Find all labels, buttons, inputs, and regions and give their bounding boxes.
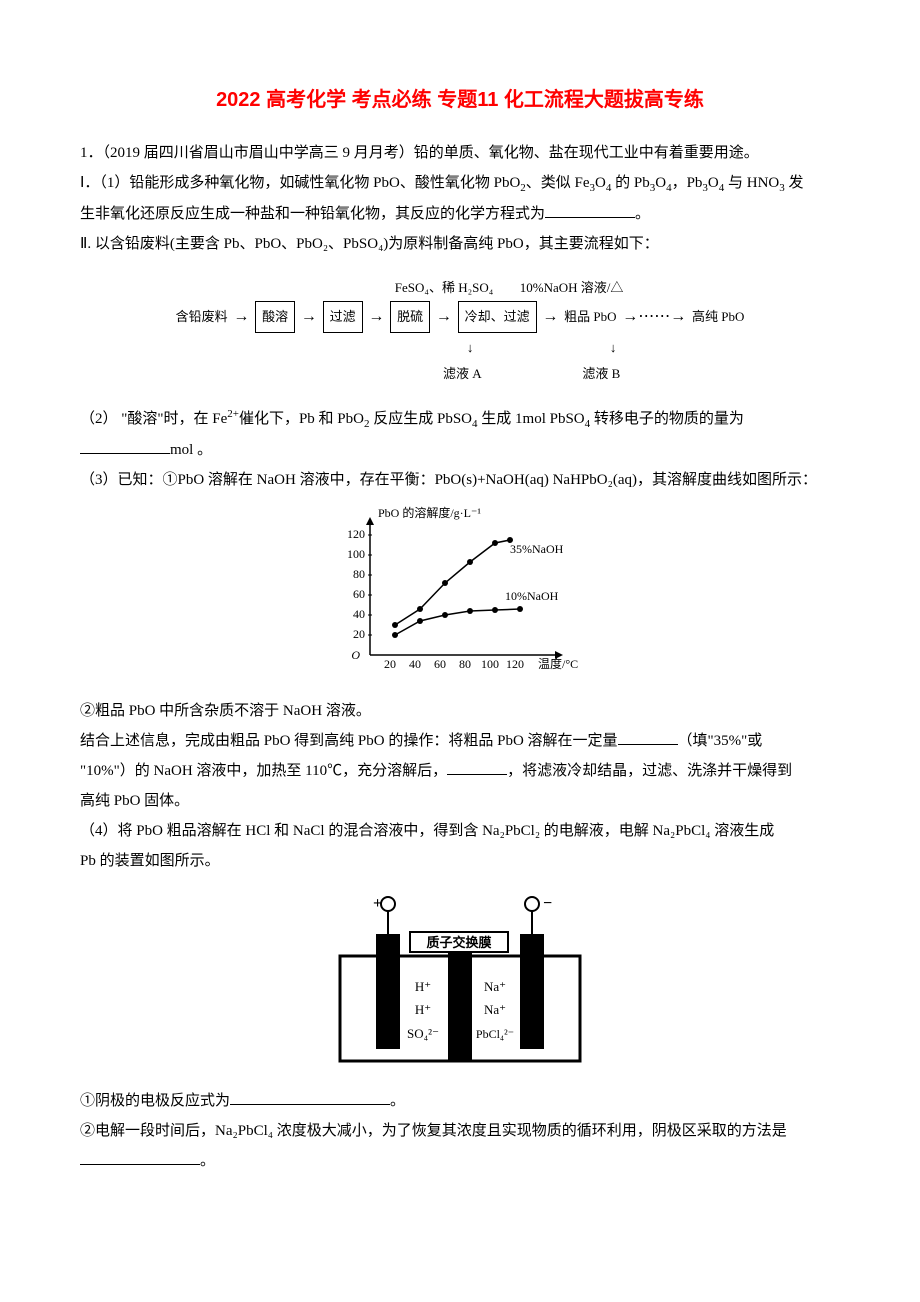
membrane-label: 质子交换膜 xyxy=(426,935,491,950)
question-1-4-2-blank: 。 xyxy=(80,1146,840,1176)
arrow-icon: → xyxy=(233,301,249,333)
text: 发 xyxy=(785,175,804,191)
text: 反应生成 PbSO xyxy=(370,411,473,427)
flow-input: 含铅废料 xyxy=(176,304,228,330)
text: Ⅰ．（1）铅能形成多种氧化物，如碱性氧化物 PbO、酸性氧化物 PbO xyxy=(80,175,520,191)
svg-text:100: 100 xyxy=(481,657,499,671)
svg-text:120: 120 xyxy=(506,657,524,671)
text: 的 Pb xyxy=(611,175,649,191)
flow-step-4: 冷却、过滤 xyxy=(458,301,537,333)
answer-blank[interactable] xyxy=(80,1149,200,1165)
text: 生非氧化还原反应生成一种盐和一种铅氧化物，其反应的化学方程式为 xyxy=(80,206,545,222)
question-1-I-line2: 生非氧化还原反应生成一种盐和一种铅氧化物，其反应的化学方程式为 。 xyxy=(80,199,840,229)
svg-text:20: 20 xyxy=(353,627,365,641)
question-1-2: （2） "酸溶"时，在 Fe2+催化下，Pb 和 PbO2 反应生成 PbSO4… xyxy=(80,403,840,435)
text: O xyxy=(655,175,666,191)
svg-text:80: 80 xyxy=(353,567,365,581)
question-1-intro: 1．（2019 届四川省眉山市眉山中学高三 9 月月考）铅的单质、氧化物、盐在现… xyxy=(80,138,840,168)
answer-blank[interactable] xyxy=(618,729,678,745)
answer-blank[interactable] xyxy=(80,438,170,454)
svg-text:60: 60 xyxy=(353,587,365,601)
question-1-2-blank: mol 。 xyxy=(80,435,840,465)
sup: 2+ xyxy=(227,408,239,420)
svg-text:60: 60 xyxy=(434,657,446,671)
flow-step-3: 脱硫 xyxy=(390,301,430,333)
text: 转移电子的物质的量为 xyxy=(590,411,744,427)
text: O xyxy=(708,175,719,191)
flow-output: 高纯 PbO xyxy=(692,304,744,330)
arrow-icon: → xyxy=(368,301,384,333)
page-title: 2022 高考化学 考点必练 专题11 化工流程大题拔高专练 xyxy=(80,80,840,120)
flow-top-label-1: FeSO₄、稀 H₂SO₄ xyxy=(395,280,493,295)
right-ion: PbCl₄²⁻ xyxy=(476,1027,514,1041)
svg-text:80: 80 xyxy=(459,657,471,671)
arrow-icon: → xyxy=(542,301,558,333)
text: ，Pb xyxy=(672,175,703,191)
y-ticks: 20 40 60 80 100 120 xyxy=(347,527,372,641)
svg-text:100: 100 xyxy=(347,547,365,561)
text: ，将滤液冷却结晶，过滤、洗涤并干燥得到 xyxy=(507,763,792,779)
question-1-3-op-line2: "10%"）的 NaOH 溶液中，加热至 110℃，充分溶解后， ，将滤液冷却结晶… xyxy=(80,756,840,786)
question-1-4b: Pb 的装置如图所示。 xyxy=(80,846,840,876)
y-axis-label: PbO 的溶解度/g·L⁻¹ xyxy=(378,505,481,520)
question-1-I: Ⅰ．（1）铅能形成多种氧化物，如碱性氧化物 PbO、酸性氧化物 PbO2、类似 … xyxy=(80,168,840,199)
flow-top-label-2: 10%NaOH 溶液/△ xyxy=(520,280,624,295)
text: O xyxy=(595,175,606,191)
arrow-icon: →⋯⋯→ xyxy=(622,301,686,333)
text: 结合上述信息，完成由粗品 PbO 得到高纯 PbO 的操作：将粗品 PbO 溶解… xyxy=(80,733,618,749)
question-1-3-op-line3: 高纯 PbO 固体。 xyxy=(80,786,840,816)
question-1-II: Ⅱ. 以含铅废料(主要含 Pb、PbO、PbO₂、PbSO₄)为原料制备高纯 P… xyxy=(80,229,840,259)
minus-icon: − xyxy=(543,895,552,912)
question-1-4-1: ①阴极的电极反应式为 。 xyxy=(80,1086,840,1116)
series-1-label: 35%NaOH xyxy=(510,542,564,556)
svg-text:40: 40 xyxy=(353,607,365,621)
right-ion: Na⁺ xyxy=(484,979,506,994)
text: 。 xyxy=(390,1093,405,1109)
flow-step-1: 酸溶 xyxy=(255,301,295,333)
question-1-3: （3）已知：①PbO 溶解在 NaOH 溶液中，存在平衡：PbO(s)+NaOH… xyxy=(80,465,840,495)
question-1-3-op: 结合上述信息，完成由粗品 PbO 得到高纯 PbO 的操作：将粗品 PbO 溶解… xyxy=(80,726,840,756)
x-ticks: 20 40 60 80 100 120 xyxy=(384,657,524,671)
flow-step-2: 过滤 xyxy=(323,301,363,333)
question-1-4a: （4）将 PbO 粗品溶解在 HCl 和 NaCl 的混合溶液中，得到含 Na₂… xyxy=(80,816,840,846)
left-ion: H⁺ xyxy=(415,1002,431,1017)
flow-mid: 粗品 PbO xyxy=(564,304,616,330)
arrow-icon: → xyxy=(301,301,317,333)
plus-icon: + xyxy=(373,895,382,912)
question-1-4-2: ②电解一段时间后，Na₂PbCl₄ 浓度极大减小，为了恢复其浓度且实现物质的循环… xyxy=(80,1116,840,1146)
text: 。 xyxy=(200,1153,215,1169)
electrolysis-cell-diagram: + − 质子交换膜 H⁺ H⁺ SO₄²⁻ Na⁺ Na⁺ PbCl₄²⁻ xyxy=(80,886,840,1076)
svg-text:120: 120 xyxy=(347,527,365,541)
text: （2） "酸溶"时，在 Fe xyxy=(80,411,227,427)
text: "10%"）的 NaOH 溶液中，加热至 110℃，充分溶解后， xyxy=(80,763,447,779)
left-ion: H⁺ xyxy=(415,979,431,994)
text: 催化下，Pb 和 PbO xyxy=(239,411,364,427)
right-ion: Na⁺ xyxy=(484,1002,506,1017)
series-2-label: 10%NaOH xyxy=(505,589,559,603)
solubility-chart: PbO 的溶解度/g·L⁻¹ O 20 40 60 80 100 120 20 … xyxy=(80,505,840,686)
arrow-icon: → xyxy=(436,301,452,333)
flow-bottom-1: 滤液 A xyxy=(443,366,481,381)
text: 。 xyxy=(635,206,650,222)
text: 、类似 Fe xyxy=(526,175,590,191)
left-ion: SO₄²⁻ xyxy=(407,1026,439,1041)
x-axis-label: 温度/°C xyxy=(538,656,578,671)
text: ①阴极的电极反应式为 xyxy=(80,1093,230,1109)
answer-blank[interactable] xyxy=(545,202,635,218)
text: mol 。 xyxy=(170,442,212,458)
svg-text:20: 20 xyxy=(384,657,396,671)
answer-blank[interactable] xyxy=(447,759,507,775)
text: 与 HNO xyxy=(724,175,779,191)
svg-text:O: O xyxy=(351,648,360,662)
text: 生成 1mol PbSO xyxy=(478,411,585,427)
answer-blank[interactable] xyxy=(230,1089,390,1105)
flow-bottom-2: 滤液 B xyxy=(582,366,620,381)
process-flow-diagram: FeSO₄、稀 H₂SO₄ 10%NaOH 溶液/△ 含铅废料 → 酸溶 → 过… xyxy=(80,269,840,393)
svg-text:40: 40 xyxy=(409,657,421,671)
text: （填"35%"或 xyxy=(678,733,763,749)
question-1-3-note: ②粗品 PbO 中所含杂质不溶于 NaOH 溶液。 xyxy=(80,696,840,726)
